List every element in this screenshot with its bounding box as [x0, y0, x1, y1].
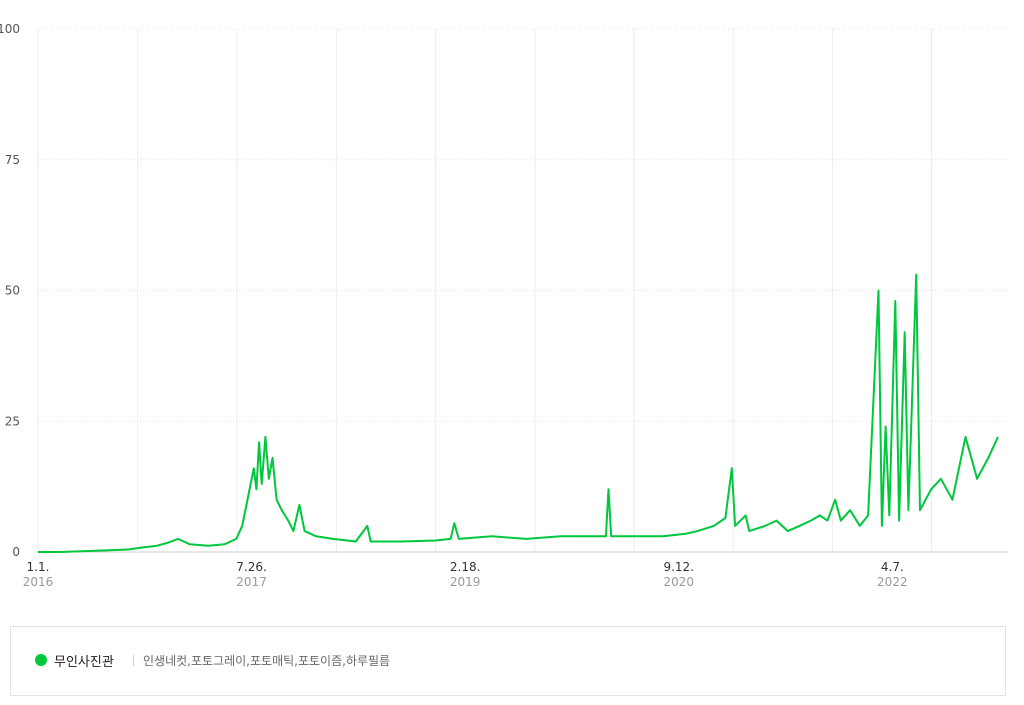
trend-line-chart: 0 25 50 75 100 1.1.2016 7.26.2017 2.18.2019 9.1…	[0, 22, 1008, 589]
x-tick-year-label: 2022	[877, 575, 908, 589]
x-tick-label: 2.18.	[450, 560, 481, 574]
series-line	[38, 273, 999, 553]
x-tick-label: 9.12.	[663, 560, 694, 574]
x-tick-label: 1.1.	[27, 560, 50, 574]
legend: 무인사진관 인생네컷,포토그레이,포토매틱,포토이즘,하루필름	[10, 626, 1006, 696]
series-layer	[38, 273, 999, 553]
x-tick-label: 7.26.	[236, 560, 267, 574]
x-tick-year-label: 2017	[236, 575, 267, 589]
grid-layer	[37, 28, 1008, 553]
legend-keywords: 인생네컷,포토그레이,포토매틱,포토이즘,하루필름	[143, 654, 391, 668]
y-tick-label: 100	[0, 22, 20, 36]
y-tick-label: 25	[5, 414, 20, 428]
x-tick-year-label: 2019	[450, 575, 481, 589]
x-axis: 1.1.2016 7.26.2017 2.18.2019 9.12.2020 4.7.2…	[23, 560, 908, 589]
y-tick-label: 0	[12, 545, 20, 559]
x-tick-year-label: 2020	[663, 575, 694, 589]
y-tick-label: 75	[5, 153, 20, 167]
x-tick-label: 4.7.	[881, 560, 904, 574]
y-tick-label: 50	[5, 284, 20, 298]
legend-color-dot	[35, 654, 47, 666]
y-axis: 0 25 50 75 100	[0, 22, 20, 559]
legend-divider	[133, 655, 134, 666]
legend-series-name: 무인사진관	[54, 655, 114, 670]
x-tick-year-label: 2016	[23, 575, 54, 589]
